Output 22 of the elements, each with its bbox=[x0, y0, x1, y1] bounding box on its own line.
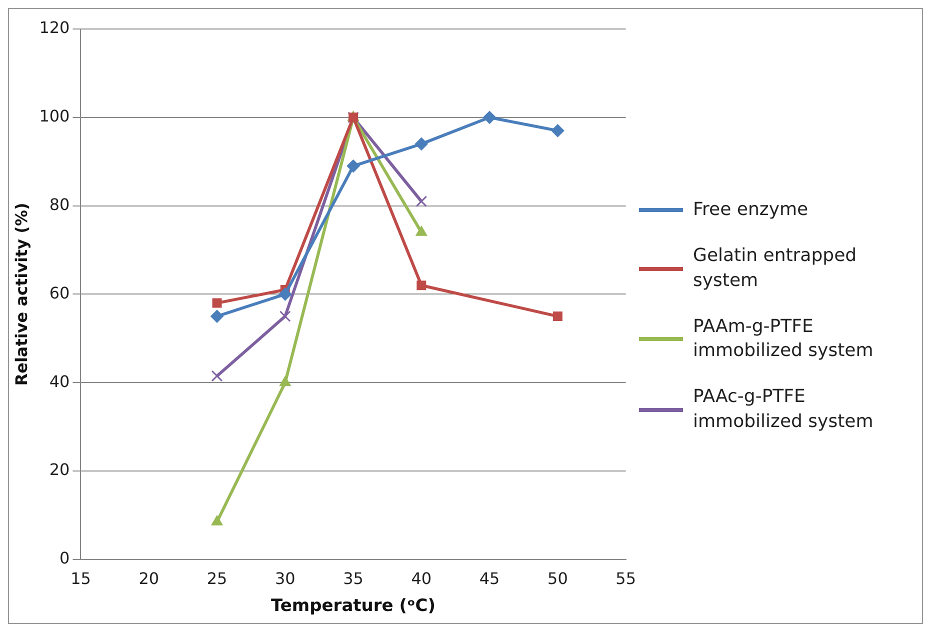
x-axis-title: Temperature (ᵒC) bbox=[271, 596, 436, 616]
x-tick-label: 55 bbox=[616, 569, 636, 588]
x-tick-label: 20 bbox=[138, 569, 160, 588]
x-tick-label: 30 bbox=[274, 569, 296, 588]
legend-label: Gelatin entrapped system bbox=[693, 244, 858, 293]
y-tick-label: 80 bbox=[49, 194, 70, 214]
y-tick-label: 100 bbox=[39, 106, 70, 126]
x-tick-label: 45 bbox=[479, 569, 500, 588]
y-tick-label: 0 bbox=[60, 548, 70, 568]
legend-label: Free enzyme bbox=[693, 198, 808, 222]
x-tick-label: 40 bbox=[411, 569, 432, 588]
x-tick-label: 15 bbox=[70, 569, 91, 588]
legend-label: PAAc-g-PTFE immobilized system bbox=[693, 385, 874, 434]
y-tick-label: 120 bbox=[39, 18, 70, 38]
legend-label: PAAm-g-PTFE immobilized system bbox=[693, 314, 874, 364]
x-tick-label: 35 bbox=[343, 569, 364, 588]
y-tick-label: 60 bbox=[49, 283, 70, 302]
y-tick-label: 20 bbox=[49, 460, 70, 480]
x-tick-label: 25 bbox=[206, 569, 228, 588]
y-tick-label: 40 bbox=[49, 372, 70, 391]
y-axis-title: Relative activity (%) bbox=[12, 202, 31, 386]
x-tick-label: 50 bbox=[548, 569, 568, 588]
